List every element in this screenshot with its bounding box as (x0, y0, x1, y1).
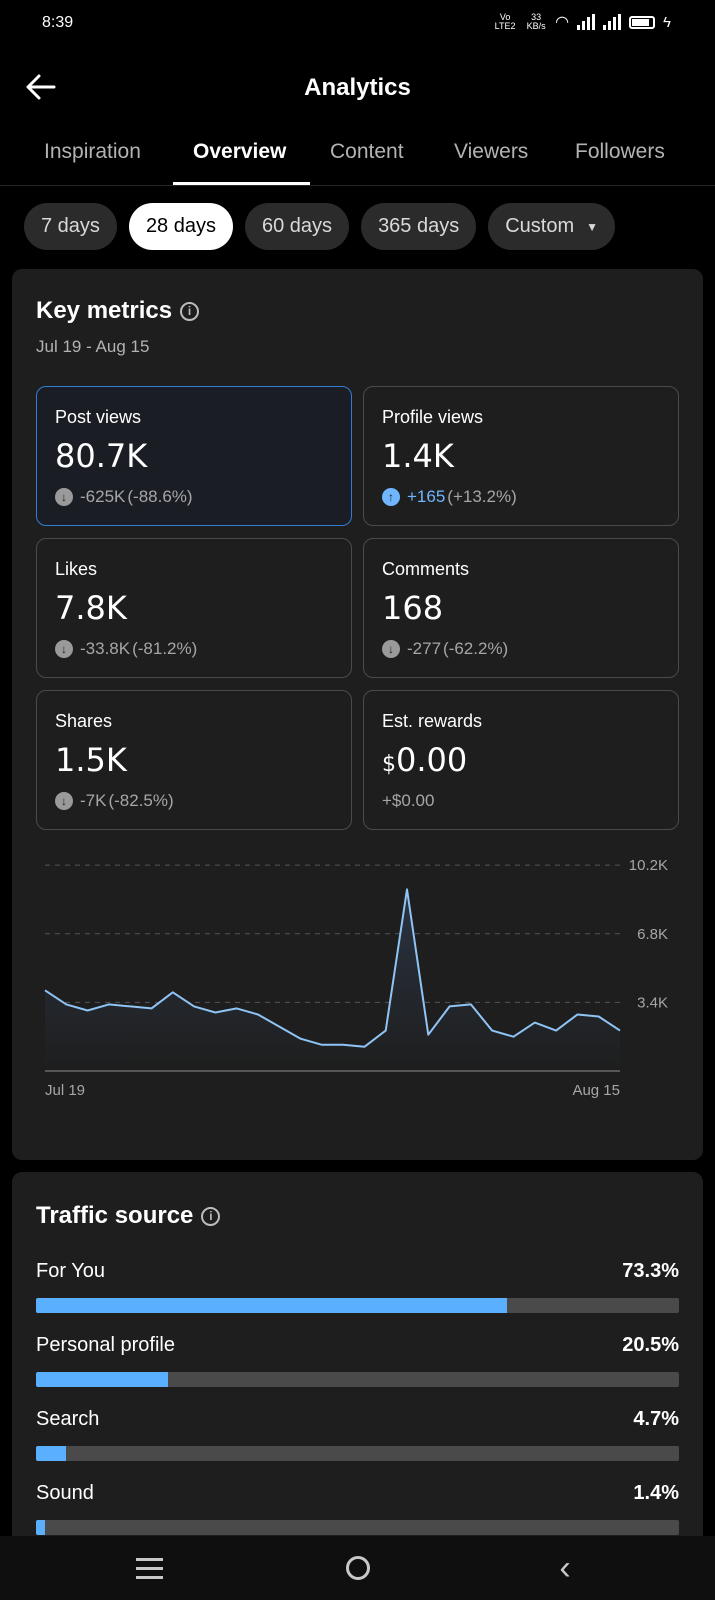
wifi-icon: ◠ (555, 14, 570, 31)
traffic-source-name: Sound (36, 1482, 94, 1504)
signal-icon-2 (603, 14, 622, 30)
traffic-source-percent: 20.5% (622, 1334, 679, 1356)
tab-viewers[interactable]: Viewers (454, 140, 529, 163)
traffic-source-bar-fill (36, 1298, 508, 1313)
tab-bar: Inspiration Overview Content Viewers Fol… (0, 128, 715, 186)
traffic-source-percent: 4.7% (633, 1408, 679, 1430)
metric-profile-views[interactable]: Profile views 1.4K ↑ +165 (+13.2%) (363, 386, 679, 526)
metric-label: Shares (55, 711, 113, 731)
range-365-days[interactable]: 365 days (361, 203, 477, 250)
x-tick-label: Aug 15 (572, 1082, 620, 1099)
arrow-up-icon: ↑ (382, 488, 400, 506)
traffic-source-bar-fill (36, 1520, 45, 1535)
key-metrics-date-range: Jul 19 - Aug 15 (36, 337, 150, 356)
metric-value: 80.7K (55, 437, 148, 475)
status-icons: Vo LTE2 33 KB/s ◠ ϟ (493, 12, 671, 32)
traffic-source-bar (36, 1446, 679, 1461)
metric-label: Profile views (382, 407, 484, 427)
back-arrow-icon[interactable] (24, 70, 64, 110)
metric-likes[interactable]: Likes 7.8K ↓ -33.8K (-81.2%) (36, 538, 352, 678)
key-metrics-title: Key metrics (36, 297, 173, 324)
metric-label: Comments (382, 559, 470, 579)
tab-overview[interactable]: Overview (193, 140, 287, 163)
tab-content[interactable]: Content (330, 140, 404, 163)
traffic-source-header: Traffic source i (36, 1202, 221, 1230)
menu-icon (135, 1557, 163, 1579)
recent-apps-button[interactable] (129, 1550, 169, 1586)
metric-value: 7.8K (55, 589, 127, 627)
range-60-days[interactable]: 60 days (245, 203, 350, 250)
metric-comments[interactable]: Comments 168 ↓ -277 (-62.2%) (363, 538, 679, 678)
metric-value: 168 (382, 589, 444, 627)
tab-inspiration[interactable]: Inspiration (44, 140, 141, 163)
traffic-source-bar (36, 1372, 679, 1387)
y-tick-label: 3.4K (637, 994, 668, 1011)
traffic-source-bar (36, 1298, 679, 1313)
traffic-source-bar-fill (36, 1372, 168, 1387)
active-tab-indicator (173, 182, 310, 185)
metric-change: ↓ -625K (-88.6%) (55, 487, 193, 507)
traffic-source-card: Traffic source i For You 73.3% Personal pr… (12, 1172, 703, 1600)
traffic-source-percent: 1.4% (633, 1482, 679, 1504)
traffic-source-title: Traffic source (36, 1202, 194, 1229)
metric-change: ↓ -277 (-62.2%) (382, 639, 508, 659)
metric-label: Est. rewards (382, 711, 483, 731)
battery-icon (629, 15, 656, 29)
traffic-source-name: Search (36, 1408, 100, 1430)
metric-value: $0.00 (382, 741, 468, 779)
traffic-source-name: For You (36, 1260, 105, 1282)
status-bar: 8:39 Vo LTE2 33 KB/s ◠ ϟ (0, 0, 715, 48)
arrow-down-icon: ↓ (55, 792, 73, 810)
speed-label: 33 KB/s (526, 12, 546, 31)
metric-post-views[interactable]: Post views 80.7K ↓ -625K (-88.6%) (36, 386, 352, 526)
home-button[interactable] (338, 1550, 378, 1586)
metric-value: 1.4K (382, 437, 454, 475)
y-tick-label: 6.8K (637, 926, 668, 943)
info-icon[interactable]: i (180, 301, 200, 321)
arrow-down-icon: ↓ (55, 640, 73, 658)
range-7-days[interactable]: 7 days (24, 203, 117, 250)
chevron-left-icon: ‹ (559, 1549, 571, 1587)
tab-followers[interactable]: Followers (575, 140, 665, 163)
date-range-selector: 7 days 28 days 60 days 365 days Custom ▼ (24, 203, 616, 250)
home-icon (346, 1556, 370, 1580)
system-nav-bar: ‹ (0, 1536, 715, 1600)
metric-est-rewards[interactable]: Est. rewards $0.00 +$0.00 (363, 690, 679, 830)
metric-label: Post views (55, 407, 142, 427)
key-metrics-card: Key metrics i Jul 19 - Aug 15 Post views… (12, 269, 703, 1160)
metric-change: ↑ +165 (+13.2%) (382, 487, 517, 507)
traffic-source-bar-fill (36, 1446, 67, 1461)
chart-series-line (44, 888, 621, 1048)
traffic-source-percent: 73.3% (622, 1260, 679, 1282)
page-title: Analytics (304, 74, 411, 101)
metric-change: ↓ -7K (-82.5%) (55, 791, 174, 811)
arrow-down-icon: ↓ (382, 640, 400, 658)
network-label: Vo LTE2 (494, 12, 516, 31)
arrow-down-icon: ↓ (55, 488, 73, 506)
y-tick-label: 10.2K (629, 857, 668, 874)
metric-shares[interactable]: Shares 1.5K ↓ -7K (-82.5%) (36, 690, 352, 830)
traffic-source-bar (36, 1520, 679, 1535)
range-28-days[interactable]: 28 days (128, 203, 233, 250)
metric-label: Likes (55, 559, 98, 579)
charging-icon: ϟ (663, 13, 671, 31)
range-custom[interactable]: Custom ▼ (488, 203, 616, 250)
system-back-button[interactable]: ‹ (545, 1550, 585, 1586)
status-time: 8:39 (42, 14, 74, 31)
post-views-chart[interactable]: 10.2K 6.8K 3.4K Jul 19 Aug 15 (12, 849, 703, 1149)
chart-area (45, 889, 620, 1071)
signal-icon (577, 14, 596, 30)
metric-change: +$0.00 (382, 791, 435, 810)
traffic-source-name: Personal profile (36, 1334, 175, 1356)
metric-change: ↓ -33.8K (-81.2%) (55, 639, 197, 659)
key-metrics-header: Key metrics i (36, 297, 200, 325)
metric-value: 1.5K (55, 741, 127, 779)
app-header: Analytics (0, 60, 715, 120)
dropdown-caret-icon: ▼ (586, 219, 599, 234)
x-tick-label: Jul 19 (45, 1082, 85, 1099)
info-icon[interactable]: i (201, 1206, 221, 1226)
